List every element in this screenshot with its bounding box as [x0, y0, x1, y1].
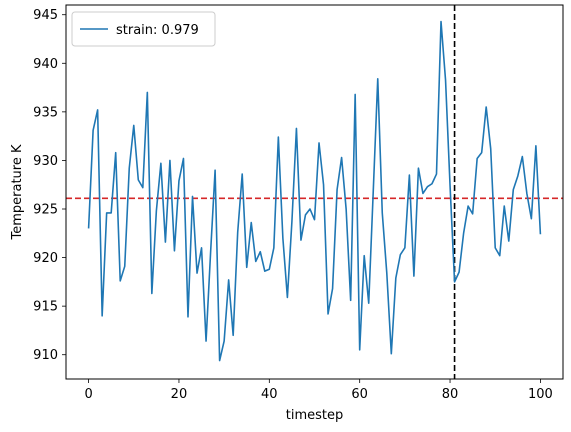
- legend-box: [71, 11, 216, 47]
- y-tick-label: 945: [33, 8, 58, 23]
- legend-label: strain: 0.979: [116, 23, 199, 38]
- reference-lines: [66, 5, 563, 379]
- y-tick-label: 935: [33, 105, 58, 120]
- x-axis-label: timestep: [286, 408, 344, 423]
- x-tick-label: 100: [528, 387, 553, 402]
- series-line: [87, 20, 542, 362]
- x-tick-label: 0: [84, 387, 92, 402]
- y-tick-label: 910: [33, 348, 58, 363]
- x-tick-label: 80: [442, 387, 459, 402]
- y-tick-label: 915: [33, 300, 58, 315]
- y-axis-label: Temperature K: [10, 144, 25, 240]
- y-tick-label: 940: [33, 57, 58, 72]
- x-tick-label: 20: [171, 387, 188, 402]
- legend: strain: 0.979: [71, 11, 216, 47]
- y-axis-ticks: 910 915 920 925 930 935 940 945: [33, 8, 66, 363]
- x-tick-label: 60: [351, 387, 368, 402]
- axes-frame: [65, 4, 564, 380]
- y-tick-label: 920: [33, 251, 58, 266]
- x-axis-ticks: 0 20 40 60 80 100: [84, 379, 553, 402]
- x-tick-label: 40: [261, 387, 278, 402]
- series-layer: [87, 20, 542, 362]
- y-tick-label: 925: [33, 203, 58, 218]
- y-tick-label: 930: [33, 154, 58, 169]
